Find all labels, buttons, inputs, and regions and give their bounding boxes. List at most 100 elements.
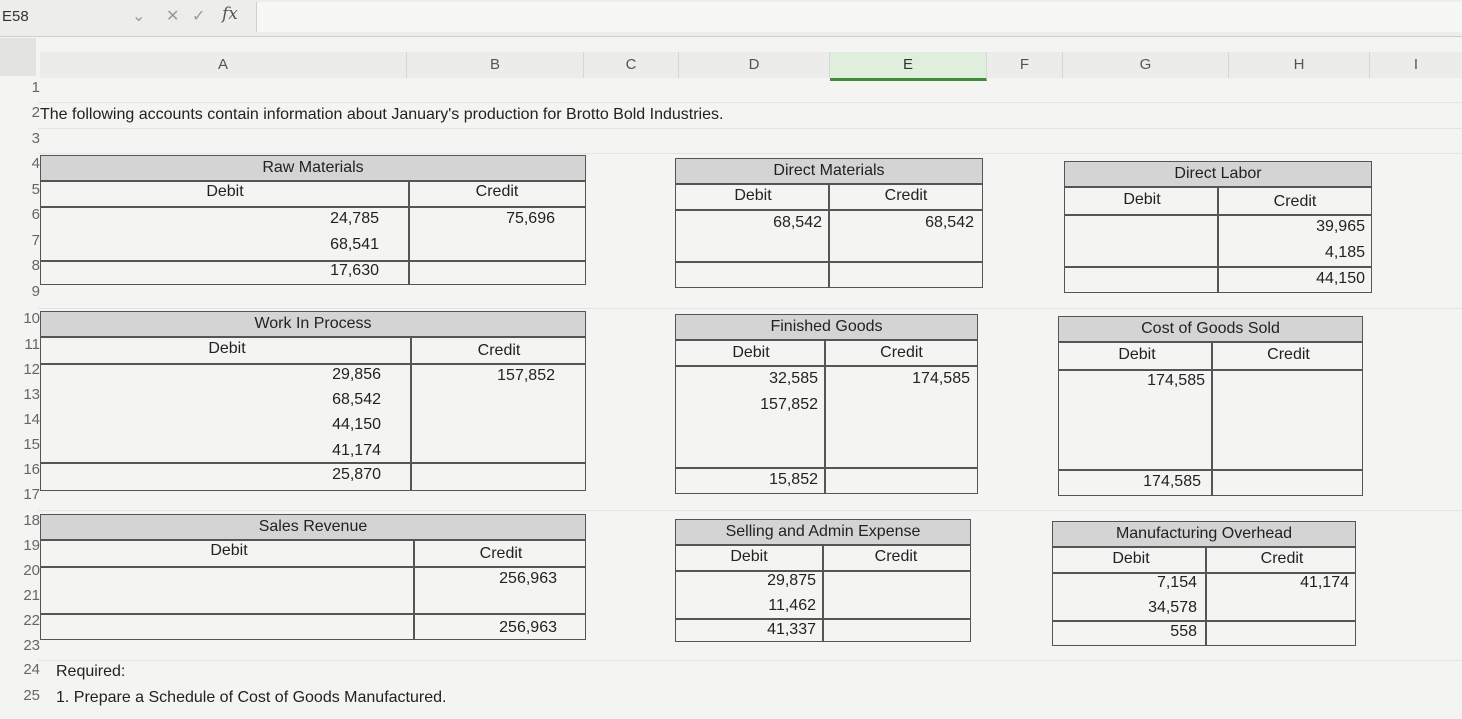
close-icon[interactable]: ✕ [166, 8, 180, 25]
debit-label: Debit [730, 548, 768, 565]
credit-entry[interactable]: 75,696 [506, 210, 555, 227]
credit-label: Credit [477, 342, 521, 359]
column-header-c[interactable]: C [584, 52, 679, 78]
account-title: Direct Labor [1065, 162, 1371, 186]
name-box[interactable]: E58 [2, 8, 29, 25]
debit-entry[interactable]: 17,630 [330, 262, 379, 279]
row-header[interactable]: 15 [23, 436, 40, 453]
credit-label: Credit [874, 548, 918, 565]
debit-balance[interactable]: 558 [1170, 623, 1197, 640]
credit-entry[interactable]: 41,174 [1300, 574, 1349, 591]
credit-entry[interactable]: 39,965 [1316, 218, 1365, 235]
row-header[interactable]: 16 [23, 461, 40, 478]
account-title: Direct Materials [676, 159, 982, 183]
debit-label: Debit [732, 344, 770, 361]
row-header[interactable]: 12 [23, 361, 40, 378]
column-header-d[interactable]: D [679, 52, 830, 78]
chevron-down-icon[interactable]: ⌄ [132, 8, 146, 25]
credit-entry[interactable]: 174,585 [912, 370, 970, 387]
row-header[interactable]: 21 [23, 587, 40, 604]
row-header[interactable]: 14 [23, 411, 40, 428]
credit-label: Credit [475, 183, 519, 200]
row-header[interactable]: 11 [24, 336, 40, 353]
debit-entry[interactable]: 68,542 [332, 391, 381, 408]
row-header[interactable]: 20 [23, 562, 40, 579]
column-header-h[interactable]: H [1229, 52, 1370, 78]
row-header[interactable]: 6 [31, 206, 40, 223]
column-header-a[interactable]: A [40, 52, 407, 78]
debit-entry[interactable]: 24,785 [330, 210, 379, 227]
debit-entry[interactable]: 174,585 [1147, 372, 1205, 389]
debit-entry[interactable]: 44,150 [332, 416, 381, 433]
row-header[interactable]: 25 [23, 687, 40, 704]
column-header-i[interactable]: I [1370, 52, 1462, 78]
row-header[interactable]: 19 [23, 537, 40, 554]
credit-label: Credit [1267, 346, 1310, 363]
row-header[interactable]: 13 [23, 386, 40, 403]
row-header[interactable]: 23 [23, 637, 40, 654]
formula-input[interactable] [256, 2, 1462, 32]
t-account-manufacturing-overhead: Manufacturing Overhead Debit Credit 7,15… [1052, 521, 1356, 646]
row-header[interactable]: 4 [31, 155, 40, 172]
credit-entry[interactable]: 4,185 [1324, 244, 1365, 261]
debit-entry[interactable]: 7,154 [1156, 574, 1197, 591]
debit-entry[interactable]: 68,541 [330, 236, 379, 253]
credit-entry[interactable]: 44,150 [1316, 270, 1365, 287]
debit-balance[interactable]: 174,585 [1143, 473, 1201, 490]
debit-entry[interactable]: 34,578 [1148, 599, 1197, 616]
row-header[interactable]: 9 [31, 283, 40, 300]
row-header[interactable]: 24 [23, 661, 40, 678]
credit-entry[interactable]: 256,963 [499, 570, 557, 587]
row-header[interactable]: 3 [31, 130, 40, 147]
credit-entry[interactable]: 157,852 [497, 367, 555, 384]
row-header[interactable]: 7 [31, 232, 40, 249]
credit-label: Credit [479, 545, 523, 562]
t-account-sales-revenue: Sales Revenue Debit Credit 256,963 256,9… [40, 514, 586, 640]
row-header[interactable]: 1 [31, 79, 40, 96]
row-header[interactable]: 18 [23, 512, 40, 529]
row-header[interactable]: 5 [31, 181, 40, 198]
t-account-raw-materials: Raw Materials Debit Credit 24,785 68,541… [40, 155, 586, 285]
account-title: Work In Process [41, 312, 585, 336]
row-header[interactable]: 17 [23, 486, 40, 503]
t-account-direct-materials: Direct Materials Debit Credit 68,542 68,… [675, 158, 983, 288]
row-header[interactable]: 22 [23, 612, 40, 629]
debit-entry[interactable]: 157,852 [760, 396, 818, 413]
column-header-f[interactable]: F [987, 52, 1063, 78]
credit-label: Credit [1273, 193, 1317, 210]
credit-balance[interactable]: 256,963 [499, 619, 557, 636]
formula-bar: E58 ⌄ ✕ ✓ fx [0, 0, 1462, 37]
required-item-1: 1. Prepare a Schedule of Cost of Goods M… [56, 689, 447, 706]
credit-entry[interactable]: 68,542 [925, 214, 974, 231]
row-header[interactable]: 8 [31, 257, 40, 274]
t-account-finished-goods: Finished Goods Debit Credit 32,585 157,8… [675, 314, 978, 494]
account-title: Manufacturing Overhead [1053, 522, 1355, 546]
debit-label: Debit [734, 187, 772, 204]
debit-entry[interactable]: 32,585 [769, 370, 818, 387]
column-header-b[interactable]: B [407, 52, 584, 78]
row-header[interactable]: 10 [23, 310, 40, 327]
debit-entry[interactable]: 41,174 [332, 442, 381, 459]
fx-icon[interactable]: fx [222, 4, 238, 24]
debit-balance[interactable]: 15,852 [769, 471, 818, 488]
account-title: Sales Revenue [41, 515, 585, 539]
debit-entry[interactable]: 29,875 [767, 572, 816, 589]
debit-label: Debit [206, 183, 244, 200]
t-account-work-in-process: Work In Process Debit Credit 29,856 68,5… [40, 311, 586, 491]
debit-entry[interactable]: 29,856 [332, 366, 381, 383]
row-header[interactable]: 2 [31, 104, 40, 121]
check-icon[interactable]: ✓ [192, 8, 206, 25]
account-title: Finished Goods [676, 315, 977, 339]
debit-label: Debit [1112, 550, 1150, 567]
select-all-corner[interactable] [0, 38, 36, 76]
t-account-cost-of-goods-sold: Cost of Goods Sold Debit Credit 174,585 … [1058, 316, 1363, 496]
debit-entry[interactable]: 68,542 [773, 214, 822, 231]
account-title: Selling and Admin Expense [676, 520, 970, 544]
column-header-g[interactable]: G [1063, 52, 1229, 78]
column-header-e[interactable]: E [830, 52, 987, 81]
debit-entry[interactable]: 25,870 [332, 466, 381, 483]
t-account-selling-admin-expense: Selling and Admin Expense Debit Credit 2… [675, 519, 971, 642]
debit-label: Debit [210, 542, 248, 559]
debit-entry[interactable]: 11,462 [768, 597, 816, 614]
debit-balance[interactable]: 41,337 [767, 621, 816, 638]
